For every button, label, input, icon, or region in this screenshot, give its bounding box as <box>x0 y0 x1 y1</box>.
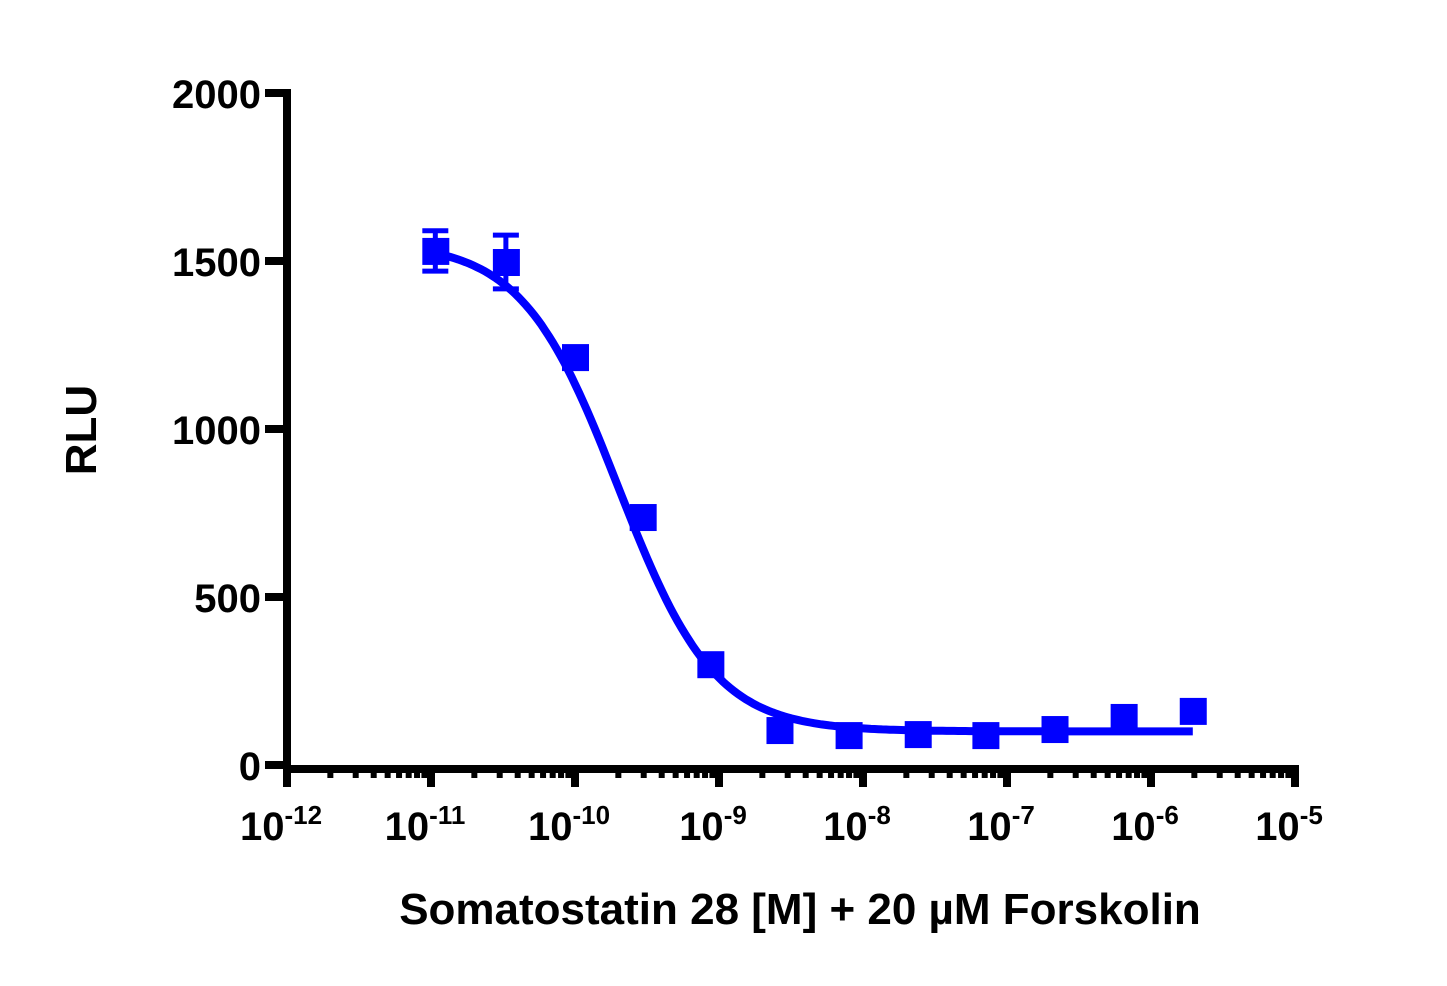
square-marker <box>1110 703 1138 731</box>
y-axis-title: RLU <box>57 385 106 475</box>
y-tick-label: 2000 <box>172 73 261 117</box>
x-tick-label: 10-6 <box>1111 800 1179 849</box>
x-tick-label: 10-11 <box>385 800 466 849</box>
data-point <box>422 228 450 274</box>
x-tick-label: 10-5 <box>1255 800 1323 849</box>
axes: 0 500 1000 1500 2000 10-12 10-11 10-10 10-9 10-8 1… <box>172 73 1323 849</box>
square-marker <box>1179 697 1207 725</box>
data-point <box>562 344 589 372</box>
square-marker <box>562 344 589 372</box>
square-marker <box>697 651 725 679</box>
data-point <box>1110 703 1138 731</box>
square-marker <box>766 717 794 745</box>
y-tick-label: 0 <box>239 745 261 789</box>
y-tick-label: 500 <box>194 577 261 621</box>
square-marker <box>972 722 1000 750</box>
x-axis-title: Somatostatin 28 [M] + 20 µM Forskolin <box>399 885 1201 934</box>
y-tick-label: 1000 <box>172 409 261 453</box>
data-point <box>697 651 725 679</box>
data-point <box>1179 697 1207 725</box>
x-tick-label: 10-8 <box>823 800 891 849</box>
x-tick-label: 10-10 <box>528 800 610 849</box>
y-tick-label: 1500 <box>172 241 261 285</box>
square-marker <box>1041 716 1069 744</box>
data-point <box>629 504 657 532</box>
data-point <box>766 717 794 745</box>
square-marker <box>422 237 450 265</box>
data-point <box>1041 716 1069 744</box>
square-marker <box>492 249 520 277</box>
fit-curve <box>434 249 1193 736</box>
square-marker <box>629 504 657 532</box>
data-point <box>972 722 1000 750</box>
square-marker <box>904 721 932 749</box>
data-point <box>835 722 863 750</box>
x-tick-label: 10-9 <box>679 800 747 849</box>
x-tick-label: 10-7 <box>967 800 1035 849</box>
square-marker <box>835 722 863 750</box>
data-point <box>492 232 520 292</box>
data-point <box>904 721 932 749</box>
plot-area <box>422 228 1207 750</box>
x-tick-label: 10-12 <box>240 800 322 849</box>
